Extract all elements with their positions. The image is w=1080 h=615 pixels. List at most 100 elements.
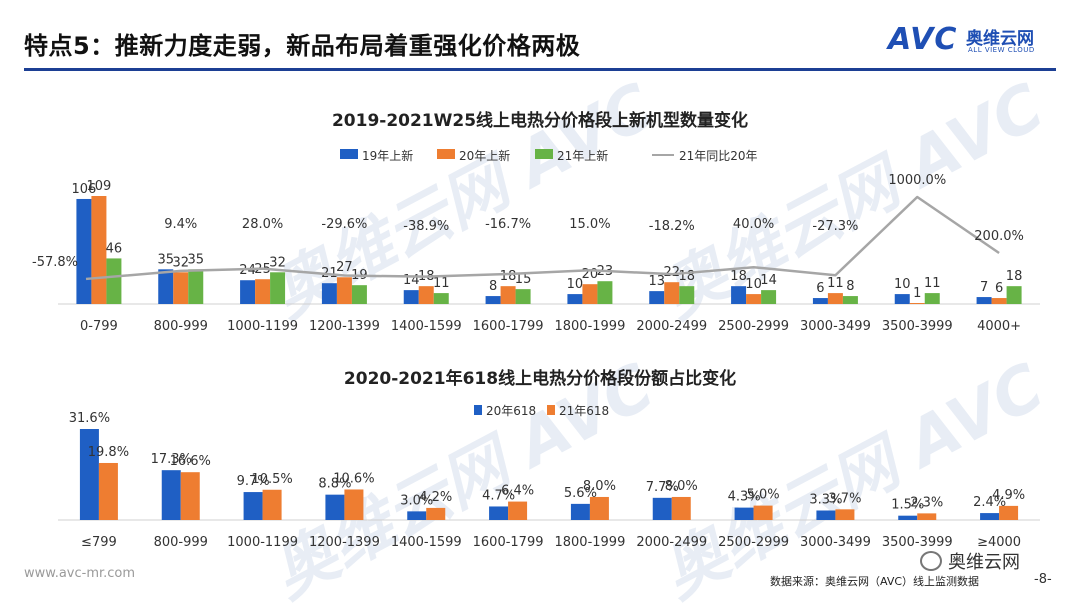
- chart1-bar-label: 10: [567, 277, 584, 292]
- chart1-bar: [649, 291, 665, 304]
- chart1-yoy-label: -18.2%: [649, 219, 695, 234]
- chart1-bar: [812, 298, 828, 304]
- chart2-x-tick: ≤799: [81, 535, 117, 550]
- chart1-bar: [403, 290, 419, 304]
- chart1-yoy-label: 40.0%: [733, 217, 774, 232]
- chart1-x-tick: 4000+: [977, 319, 1021, 334]
- chart1-bar: [842, 296, 858, 304]
- chart1-bar: [664, 282, 680, 304]
- chart2-bar: [262, 489, 282, 520]
- chart1-bar: [173, 272, 189, 304]
- chart1-x-tick: 1000-1199: [227, 319, 298, 334]
- chart1-bar-label: 10: [745, 277, 762, 292]
- chart1-bar: [106, 258, 122, 304]
- chart2-bar-label: 2.4%: [973, 495, 1006, 510]
- chart1-yoy-label: -27.3%: [812, 219, 858, 234]
- chart2-bar-label: 4.7%: [482, 488, 515, 503]
- chart1-bar: [485, 296, 501, 304]
- chart1-bar-label: 8: [846, 279, 854, 294]
- chart1-x-tick: 1200-1399: [309, 319, 380, 334]
- chart2-bar: [325, 494, 345, 520]
- chart1-bar-label: 15: [515, 272, 532, 287]
- chart2-bar: [161, 470, 181, 520]
- chart2-bar-label: 10.6%: [333, 471, 374, 486]
- chart1-bar: [924, 293, 940, 304]
- chart2-x-tick: 1600-1799: [473, 535, 544, 550]
- chart2-bar-label: 4.3%: [728, 490, 761, 505]
- chart1-bar: [761, 290, 777, 304]
- chart1-title: 2019-2021W25线上电热分价格段上新机型数量变化: [332, 110, 748, 131]
- chart1-bar-label: 8: [489, 279, 497, 294]
- chart2-bar-label: 16.6%: [170, 454, 211, 469]
- chart2-bar: [344, 489, 364, 520]
- chart1-legend-label-0: 19年上新: [362, 148, 413, 163]
- chart1-bar: [827, 293, 843, 304]
- chart1-bar: [433, 293, 449, 304]
- chart2-bar-label: 10.5%: [251, 472, 292, 487]
- chart1-bar: [158, 269, 174, 304]
- chart1-bar-label: 10: [894, 277, 911, 292]
- chart1-yoy-label: -29.6%: [321, 217, 367, 232]
- chart2-bar-label: 8.0%: [665, 479, 698, 494]
- chart2-bar-label: 3.7%: [828, 491, 861, 506]
- chart1-bar-label: 22: [663, 265, 680, 280]
- chart1-yoy-label: 1000.0%: [888, 173, 946, 188]
- chart1-legend-label-3: 21年同比20年: [679, 149, 758, 163]
- chart2-title: 2020-2021年618线上电热分价格段份额占比变化: [344, 368, 736, 389]
- chart1-bar: [567, 294, 583, 304]
- chart2-bar: [816, 510, 836, 520]
- chart1-bar: [679, 286, 695, 304]
- chart1-x-tick: 1600-1799: [473, 319, 544, 334]
- chart1-bar: [909, 303, 925, 304]
- chart2-bar-label: 3.0%: [400, 493, 433, 508]
- chart2-x-tick: ≥4000: [977, 535, 1021, 550]
- chart1-yoy-label: -16.7%: [485, 217, 531, 232]
- chart1-bar-label: 18: [1006, 269, 1023, 284]
- logo-en: ALL VIEW CLOUD: [968, 46, 1035, 54]
- chart1-bar-label: 46: [106, 241, 123, 256]
- chart2-x-tick: 2500-2999: [718, 535, 789, 550]
- chart2-x-tick: 800-999: [154, 535, 208, 550]
- chart1-yoy-label: 28.0%: [242, 217, 283, 232]
- chart1-bar-label: 11: [924, 276, 941, 291]
- chart2-bar-label: 1.5%: [891, 498, 924, 513]
- chart2-bar-label: 31.6%: [69, 411, 110, 426]
- chart1-x-tick: 1400-1599: [391, 319, 462, 334]
- chart2-bar-label: 4.9%: [992, 488, 1025, 503]
- chart1-bar-label: 7: [980, 280, 988, 295]
- chart1-yoy-label: 15.0%: [569, 217, 610, 232]
- chart1-legend-swatch-0: [340, 149, 358, 159]
- chart1-x-tick: 0-799: [80, 319, 118, 334]
- chart1-bar: [321, 283, 337, 304]
- footer-source: 数据来源：奥维云网（AVC）线上监测数据: [770, 575, 980, 588]
- chart1-legend-swatch-2: [535, 149, 553, 159]
- chart2-bar-label: 7.7%: [646, 480, 679, 495]
- footer-url: www.avc-mr.com: [24, 566, 136, 581]
- chart1-bar-label: 13: [648, 274, 665, 289]
- logo-brand: AVC: [888, 22, 958, 57]
- chart1-bar: [894, 294, 910, 304]
- chart2-bar-label: 6.4%: [501, 484, 534, 499]
- chart2-bar: [999, 505, 1019, 520]
- chart1-bar: [351, 285, 367, 304]
- chart2-bar: [589, 496, 609, 520]
- chart2-bar: [489, 506, 509, 520]
- chart2-bar: [570, 503, 590, 520]
- chart1-x-tick: 3500-3999: [882, 319, 953, 334]
- chart2-bar-label: 2.3%: [910, 495, 943, 510]
- chart2-bar-label: 5.0%: [747, 488, 780, 503]
- chart2-bar-label: 5.6%: [564, 486, 597, 501]
- chart1-legend-label-1: 20年上新: [459, 148, 510, 163]
- chart1-bar-label: 109: [87, 179, 112, 194]
- chart1-yoy-label: -38.9%: [403, 219, 449, 234]
- chart1-bar: [991, 298, 1007, 304]
- chart1-bar-label: 6: [816, 281, 824, 296]
- chart2-bar-label: 19.8%: [88, 445, 129, 460]
- chart2-bar: [98, 462, 118, 520]
- chart2-bar-label: 4.2%: [419, 490, 452, 505]
- chart1-bar-label: 6: [995, 281, 1003, 296]
- chart2-bar: [180, 472, 200, 520]
- chart1-bar-label: 14: [760, 273, 777, 288]
- chart1-bar-label: 32: [172, 255, 189, 270]
- chart2-bar: [407, 511, 427, 520]
